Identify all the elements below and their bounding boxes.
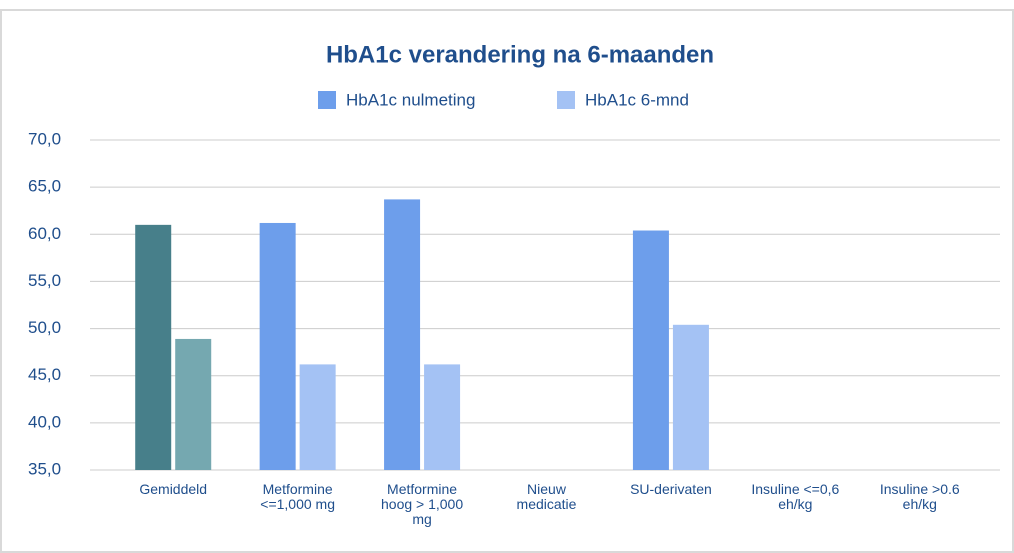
x-tick-label: Metformine <=1,000 mg bbox=[260, 481, 335, 512]
x-tick-label: Metformine hoog > 1,000 mg bbox=[381, 481, 463, 527]
x-tick-label: Nieuw medicatie bbox=[517, 481, 577, 512]
bar bbox=[672, 324, 709, 470]
bar bbox=[259, 222, 296, 470]
bar bbox=[299, 364, 336, 470]
y-tick-label: 45,0 bbox=[28, 365, 61, 384]
legend-label: HbA1c nulmeting bbox=[346, 90, 475, 109]
x-tick-label: Insuline <=0,6 eh/kg bbox=[751, 481, 839, 512]
bar bbox=[424, 364, 461, 470]
y-tick-label: 60,0 bbox=[28, 224, 61, 243]
bar bbox=[135, 224, 172, 470]
legend-swatch bbox=[557, 91, 575, 109]
chart-title: HbA1c verandering na 6-maanden bbox=[326, 41, 714, 68]
y-tick-label: 70,0 bbox=[28, 129, 61, 148]
y-tick-label: 55,0 bbox=[28, 271, 61, 290]
legend-label: HbA1c 6-mnd bbox=[585, 90, 689, 109]
y-tick-label: 65,0 bbox=[28, 177, 61, 196]
bar bbox=[384, 199, 421, 470]
y-tick-label: 50,0 bbox=[28, 318, 61, 337]
x-tick-label: Gemiddeld bbox=[139, 481, 207, 497]
legend-swatch bbox=[318, 91, 336, 109]
bar bbox=[632, 230, 669, 470]
x-tick-label: SU-derivaten bbox=[630, 481, 712, 497]
bar bbox=[175, 338, 212, 470]
y-tick-label: 35,0 bbox=[28, 459, 61, 478]
y-tick-label: 40,0 bbox=[28, 412, 61, 431]
x-tick-label: Insuline >0.6 eh/kg bbox=[880, 481, 960, 512]
